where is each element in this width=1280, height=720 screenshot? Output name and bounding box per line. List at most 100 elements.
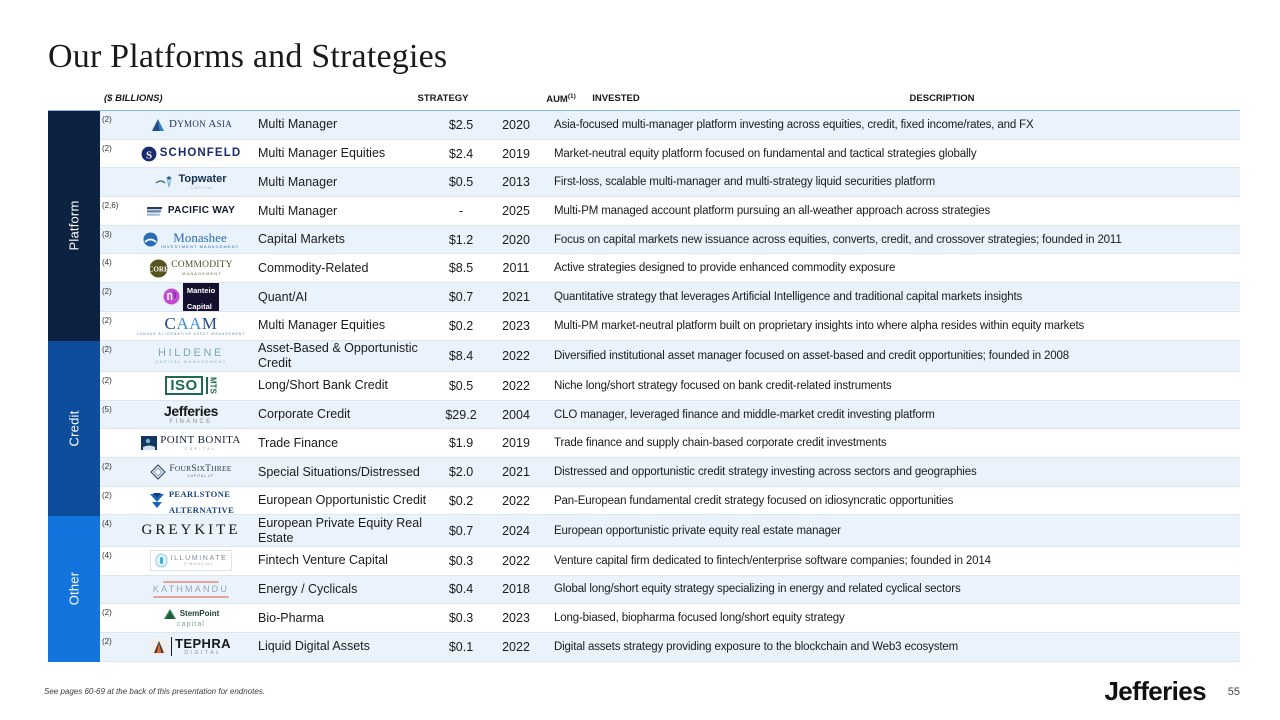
strategy-cell: Quant/AI [258,289,308,304]
strategy-cell: Energy / Cyclicals [258,582,358,597]
manager-logo-cell: PEARLSTONE ALTERNATIVE [130,487,252,515]
page-title: Our Platforms and Strategies [48,38,448,75]
strategy-cell: Capital Markets [258,232,345,247]
table-row: (2) S SCHONFELD Multi Manager Equities $2.4 2… [100,139,1240,169]
manager-logo-cell: Monashee INVESTMENT MANAGEMENT [130,226,252,254]
invested-cell: 2022 [502,348,530,363]
strategy-cell: European Opportunistic Credit [258,493,427,508]
manager-logo-cell: S SCHONFELD [130,140,252,168]
aum-cell: $0.3 [448,553,474,568]
manager-logo-cell: GREYKITE [130,515,252,546]
aum-cell: $0.5 [448,378,474,393]
endnote-marker [100,429,130,457]
description-cell: Venture capital firm dedicated to fintec… [554,554,991,567]
invested-cell: 2024 [502,523,530,538]
aum-cell: $2.0 [448,464,474,479]
jefferies-logo: Jefferies [1104,676,1206,706]
aum-cell: $0.1 [448,639,474,654]
description-cell: CLO manager, leveraged finance and middl… [554,408,935,421]
manager-logo-cell: POINT BONITA CAPITAL [130,429,252,457]
table-row: (2) HILDENE CAPITAL MANAGEMENT Asset-Based … [100,340,1240,372]
strategy-cell: Corporate Credit [258,407,351,422]
endnote-marker: (3) [102,229,112,239]
table-row: (5) Jefferies FINANCE Corporate Credit $29.2… [100,400,1240,430]
aum-cell: $1.9 [448,436,474,451]
endnote-marker: (4) [102,550,112,560]
endnote-marker: (2) [102,637,112,646]
aum-cell: $0.4 [448,582,474,597]
description-cell: Multi-PM managed account platform pursui… [554,204,991,217]
endnote-reference: See pages 60-69 at the back of this pres… [44,687,266,696]
strategy-cell: Liquid Digital Assets [258,639,370,654]
table-row: (2) ISO MTS Long/Short Bank Credit $0.5 2022 N… [100,372,1240,401]
category-band-other: Other [48,515,100,662]
strategy-cell: Bio-Pharma [258,610,324,625]
invested-cell: 2021 [502,464,530,479]
manager-logo-cell: KATHMANDU [130,576,252,604]
aum-cell: - [458,203,464,218]
invested-cell: 2025 [502,203,530,218]
manager-logo-cell: Topwater CAPITAL [130,168,252,196]
table-row: POINT BONITA CAPITAL Trade Finance $1.9 2019… [100,429,1240,459]
description-cell: First-loss, scalable multi-manager and m… [554,176,936,189]
table-row: (2) StemPoint capital Bio-Pharma $0.3 2023 Lon… [100,604,1240,633]
manager-logo-cell: CORE COMMODITY MANAGEMENT [130,254,252,282]
manager-logo-cell: HILDENE CAPITAL MANAGEMENT [130,341,252,372]
category-label: Platform [66,200,82,251]
strategy-cell: European Private Equity Real Estate [258,515,422,545]
manager-logo-cell: FOURSIXTHREE CAPITAL LP [130,458,252,486]
logo-four-six-three: FOURSIXTHREE CAPITAL LP [150,464,231,480]
logo-dymon-asia: DYMON ASIA [150,118,232,132]
manager-logo-cell: TEPHRA DIGITAL [130,633,252,661]
invested-cell: 2023 [502,318,530,333]
table-row: KATHMANDU Energy / Cyclicals $0.4 2018 Globa… [100,575,1240,605]
table-rows: (2) DYMON ASIA Multi Manager $2.5 2020 Asia-f… [100,111,1240,662]
aum-cell: $0.3 [448,611,474,626]
aum-cell: $2.4 [448,146,474,161]
strategy-cell: Multi Manager Equities [258,146,386,161]
logo-greykite: GREYKITE [141,522,241,539]
svg-text:CORE: CORE [149,265,168,273]
endnote-marker: (4) [102,519,112,529]
invested-cell: 2019 [502,436,530,451]
strategy-cell: Commodity-Related [258,260,369,275]
manager-logo-cell: DYMON ASIA [130,111,252,139]
description-cell: Multi-PM market-neutral platform built o… [554,319,1085,332]
strategy-cell: Long/Short Bank Credit [258,378,388,393]
invested-cell: 2023 [502,611,530,626]
description-cell: Asia-focused multi-manager platform inve… [554,118,1034,131]
header-aum-label: AUM [546,94,568,106]
manager-logo-cell: PACIFIC WAY [130,197,252,225]
aum-cell: $0.7 [448,289,474,304]
endnote-marker: (2) [102,115,112,124]
strategy-cell: Multi Manager [258,117,338,132]
endnote-marker: (2) [102,344,112,354]
logo-tephra-digital: TEPHRA DIGITAL [151,637,231,657]
aum-cell: $29.2 [445,407,477,422]
header-aum: AUM(1) [534,93,588,105]
table-row: (4) CORE COMMODITY MANAGEMENT Commodity-Rela… [100,254,1240,284]
logo-jefferies-finance: Jefferies FINANCE [164,403,218,426]
invested-cell: 2022 [502,493,530,508]
description-cell: Global long/short equity strategy specia… [554,583,961,596]
endnote-marker: (2) [102,376,112,385]
invested-cell: 2004 [502,407,530,422]
invested-cell: 2022 [502,553,530,568]
aum-cell: $0.5 [448,175,474,190]
logo-hildene: HILDENE CAPITAL MANAGEMENT [155,346,227,364]
aum-cell: $0.2 [448,493,474,508]
logo-kathmandu: KATHMANDU [153,580,229,599]
logo-core-commodity: CORE COMMODITY MANAGEMENT [149,259,233,278]
table-row: (2) Manteio Capital Quant/AI $0.7 2021 Quantit… [100,283,1240,312]
invested-cell: 2019 [502,146,530,161]
endnote-marker [100,576,130,604]
endnote-marker: (5) [102,404,112,414]
endnote-marker: (2) [102,462,112,472]
invested-cell: 2013 [502,175,530,190]
logo-monashee: Monashee INVESTMENT MANAGEMENT [143,231,240,249]
endnote-marker: (2) [102,143,112,153]
table-row: (2) CAAM CANAAN ALTERNATIVE ASSET MANAGEME… [100,311,1240,341]
invested-cell: 2020 [502,232,530,247]
strategy-cell: Trade Finance [258,435,339,450]
